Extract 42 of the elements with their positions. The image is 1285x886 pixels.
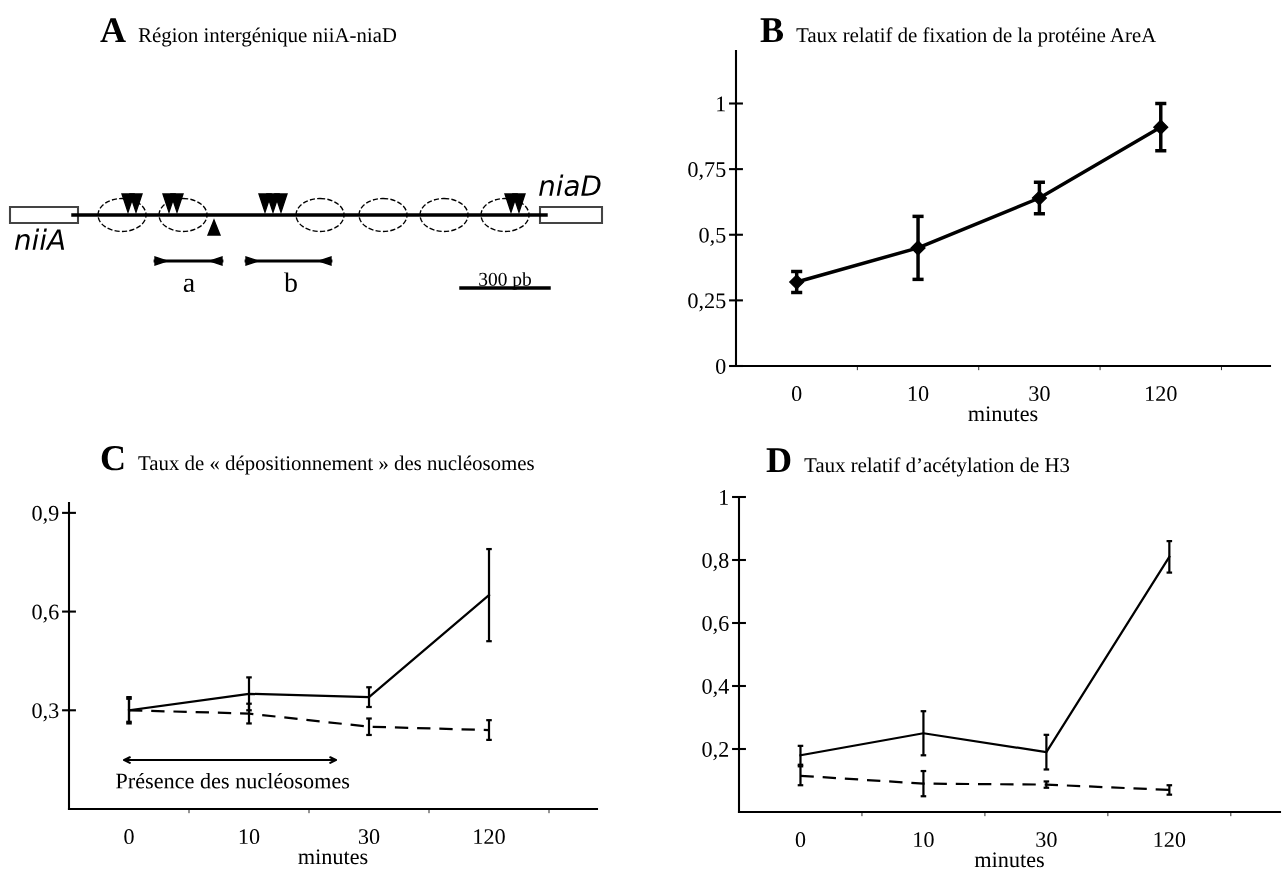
x-tick-label: 120 (1146, 386, 1177, 402)
x-tick-label: 10 (908, 386, 929, 402)
text: A (100, 18, 126, 42)
y-tick-label: 0,2 (702, 741, 729, 761)
y-tick-label: 0,9 (32, 505, 59, 524)
text: a (183, 278, 195, 292)
x-tick-label: 120 (474, 829, 505, 845)
y-tick-label: 0,25 (688, 293, 726, 312)
x-axis-title: minutes (974, 852, 1044, 868)
chart-subtitle: Taux relatif d’acétylation de H3 (804, 457, 1070, 477)
x-tick-label: 30 (1029, 386, 1050, 402)
y-tick-label: 1 (720, 490, 728, 505)
chart-title: B (760, 18, 784, 43)
x-tick-label: 0 (791, 386, 802, 402)
text: niiA (14, 228, 65, 250)
x-tick-label: 10 (239, 829, 260, 845)
x-tick-label: 30 (358, 829, 380, 845)
y-tick-label: 0,6 (32, 604, 59, 623)
x-tick-label: 10 (914, 832, 934, 848)
y-tick-label: 1 (717, 96, 725, 112)
y-tick-label: 0,3 (32, 703, 59, 722)
x-tick-label: 120 (1154, 832, 1186, 848)
text: 300 pb (479, 272, 531, 290)
text: Région intergénique niiA-niaD (138, 27, 397, 47)
x-axis-title: minutes (968, 406, 1038, 422)
y-tick-label: 0,4 (702, 678, 729, 698)
y-tick-label: 0 (716, 358, 726, 374)
x-axis-title: minutes (298, 849, 368, 865)
annotation: Présence des nucléosomes (116, 772, 350, 789)
x-tick-label: 0 (795, 832, 806, 848)
text: b (284, 272, 297, 292)
x-tick-label: 30 (1036, 832, 1057, 848)
chart-subtitle: Taux de « dépositionnement » des nucléosomes (138, 455, 534, 475)
y-tick-label: 0,8 (702, 552, 729, 572)
y-tick-label: 0,5 (699, 227, 726, 246)
y-tick-label: 0,75 (688, 162, 726, 181)
chart-title: C (101, 446, 124, 471)
text: niaD (539, 174, 601, 197)
x-tick-label: 0 (124, 829, 134, 845)
y-tick-label: 0,6 (702, 615, 729, 635)
chart-subtitle: Taux relatif de fixation de la protéine AreA (796, 27, 1157, 47)
chart-title: D (766, 448, 791, 473)
